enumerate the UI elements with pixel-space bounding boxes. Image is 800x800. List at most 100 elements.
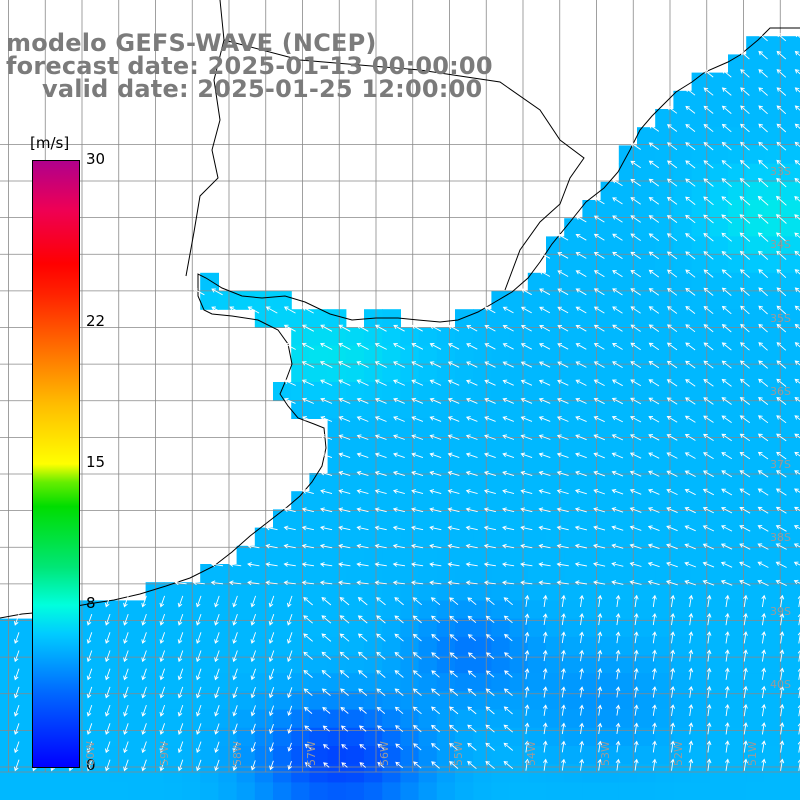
wind-speed-cell — [418, 545, 438, 565]
wind-arrow — [740, 69, 750, 78]
wind-speed-cell — [764, 200, 784, 219]
wind-arrow — [431, 670, 440, 678]
wind-speed-cell — [327, 618, 347, 638]
wind-speed-cell — [236, 782, 256, 800]
wind-arrow — [739, 543, 751, 550]
wind-speed-cell — [709, 636, 729, 656]
wind-speed-cell — [655, 582, 674, 601]
wind-arrow — [615, 649, 621, 662]
wind-speed-cell — [691, 509, 711, 529]
wind-arrow — [779, 594, 785, 608]
wind-speed-cell — [564, 636, 583, 656]
wind-arrow — [447, 489, 460, 495]
wind-arrow — [776, 415, 787, 424]
wind-speed-cell — [637, 636, 656, 656]
wind-speed-cell — [254, 673, 274, 692]
wind-speed-cell — [163, 673, 183, 692]
wind-speed-cell — [527, 782, 547, 800]
wind-speed-cell — [637, 254, 656, 274]
border-path — [223, 39, 585, 291]
wind-speed-cell — [509, 418, 529, 438]
wind-speed-cell — [254, 764, 274, 783]
wind-speed-cell — [709, 291, 729, 310]
wind-arrow — [13, 759, 20, 772]
wind-arrow — [779, 703, 785, 717]
wind-arrow — [359, 725, 367, 732]
wind-arrow — [339, 633, 350, 642]
wind-speed-cell — [418, 400, 438, 419]
wind-arrow — [556, 525, 569, 531]
wind-arrow — [232, 723, 238, 735]
wind-speed-cell — [527, 618, 547, 638]
wind-arrow — [739, 452, 751, 460]
wind-arrow — [502, 324, 514, 332]
wind-arrow — [538, 525, 551, 531]
wind-speed-cell — [655, 309, 674, 328]
wind-arrow — [339, 615, 350, 624]
wind-arrow — [214, 723, 220, 735]
wind-arrow — [703, 196, 714, 206]
wind-arrow — [449, 670, 458, 678]
wind-arrow — [685, 160, 696, 169]
wind-speed-cell — [655, 473, 674, 492]
wind-arrow — [356, 470, 369, 477]
wind-arrow — [214, 632, 220, 644]
wind-arrow — [338, 361, 351, 368]
wind-speed-cell — [491, 345, 511, 365]
wind-speed-cell — [746, 400, 765, 419]
wind-arrow — [724, 649, 730, 662]
wind-speed-cell — [637, 163, 656, 183]
wind-speed-cell — [637, 673, 656, 692]
wind-speed-cell — [746, 673, 765, 692]
wind-arrow — [779, 758, 785, 771]
wind-speed-cell — [564, 527, 583, 547]
wind-speed-cell — [564, 236, 583, 256]
wind-speed-cell — [364, 564, 383, 583]
wind-speed-cell — [473, 655, 492, 674]
wind-speed-cell — [655, 655, 674, 674]
wind-arrow — [556, 416, 569, 422]
wind-speed-cell — [564, 509, 583, 529]
wind-arrow — [670, 740, 676, 753]
wind-speed-cell — [764, 673, 784, 692]
wind-speed-cell — [764, 236, 784, 256]
wind-speed-cell — [418, 746, 438, 765]
wind-arrow — [320, 452, 333, 459]
latitude-label: 37S — [770, 458, 791, 471]
wind-arrow — [319, 361, 333, 369]
wind-arrow — [575, 434, 587, 441]
wind-speed-cell — [382, 400, 401, 419]
wind-arrow — [429, 416, 442, 422]
wind-speed-cell — [709, 400, 729, 419]
wind-arrow — [556, 562, 569, 567]
wind-arrow — [579, 704, 584, 716]
wind-speed-cell — [91, 764, 110, 783]
wind-speed-cell — [491, 545, 511, 565]
wind-arrow — [211, 306, 223, 314]
wind-arrow — [303, 597, 313, 606]
wind-speed-cell — [509, 527, 529, 547]
wind-arrow — [721, 160, 732, 169]
wind-arrow — [575, 270, 587, 277]
wind-arrow — [542, 649, 548, 662]
wind-arrow — [412, 652, 422, 660]
wind-arrow — [630, 178, 641, 187]
wind-speed-cell — [600, 436, 620, 456]
wind-speed-cell — [746, 36, 765, 55]
wind-speed-cell — [182, 691, 201, 711]
wind-arrow — [465, 525, 478, 531]
wind-speed-cell — [564, 491, 583, 510]
wind-arrow — [779, 685, 785, 699]
wind-speed-cell — [236, 655, 256, 674]
wind-arrow — [706, 685, 712, 698]
wind-speed-cell — [218, 673, 238, 692]
wind-arrow — [630, 434, 642, 441]
wind-speed-cell — [655, 727, 674, 747]
wind-speed-cell — [418, 418, 438, 438]
wind-speed-cell — [673, 764, 693, 783]
wind-speed-cell — [655, 454, 674, 474]
wind-speed-cell — [145, 636, 165, 656]
wind-speed-cell — [309, 309, 329, 328]
wind-speed-cell — [782, 345, 800, 365]
wind-arrow — [141, 741, 147, 754]
